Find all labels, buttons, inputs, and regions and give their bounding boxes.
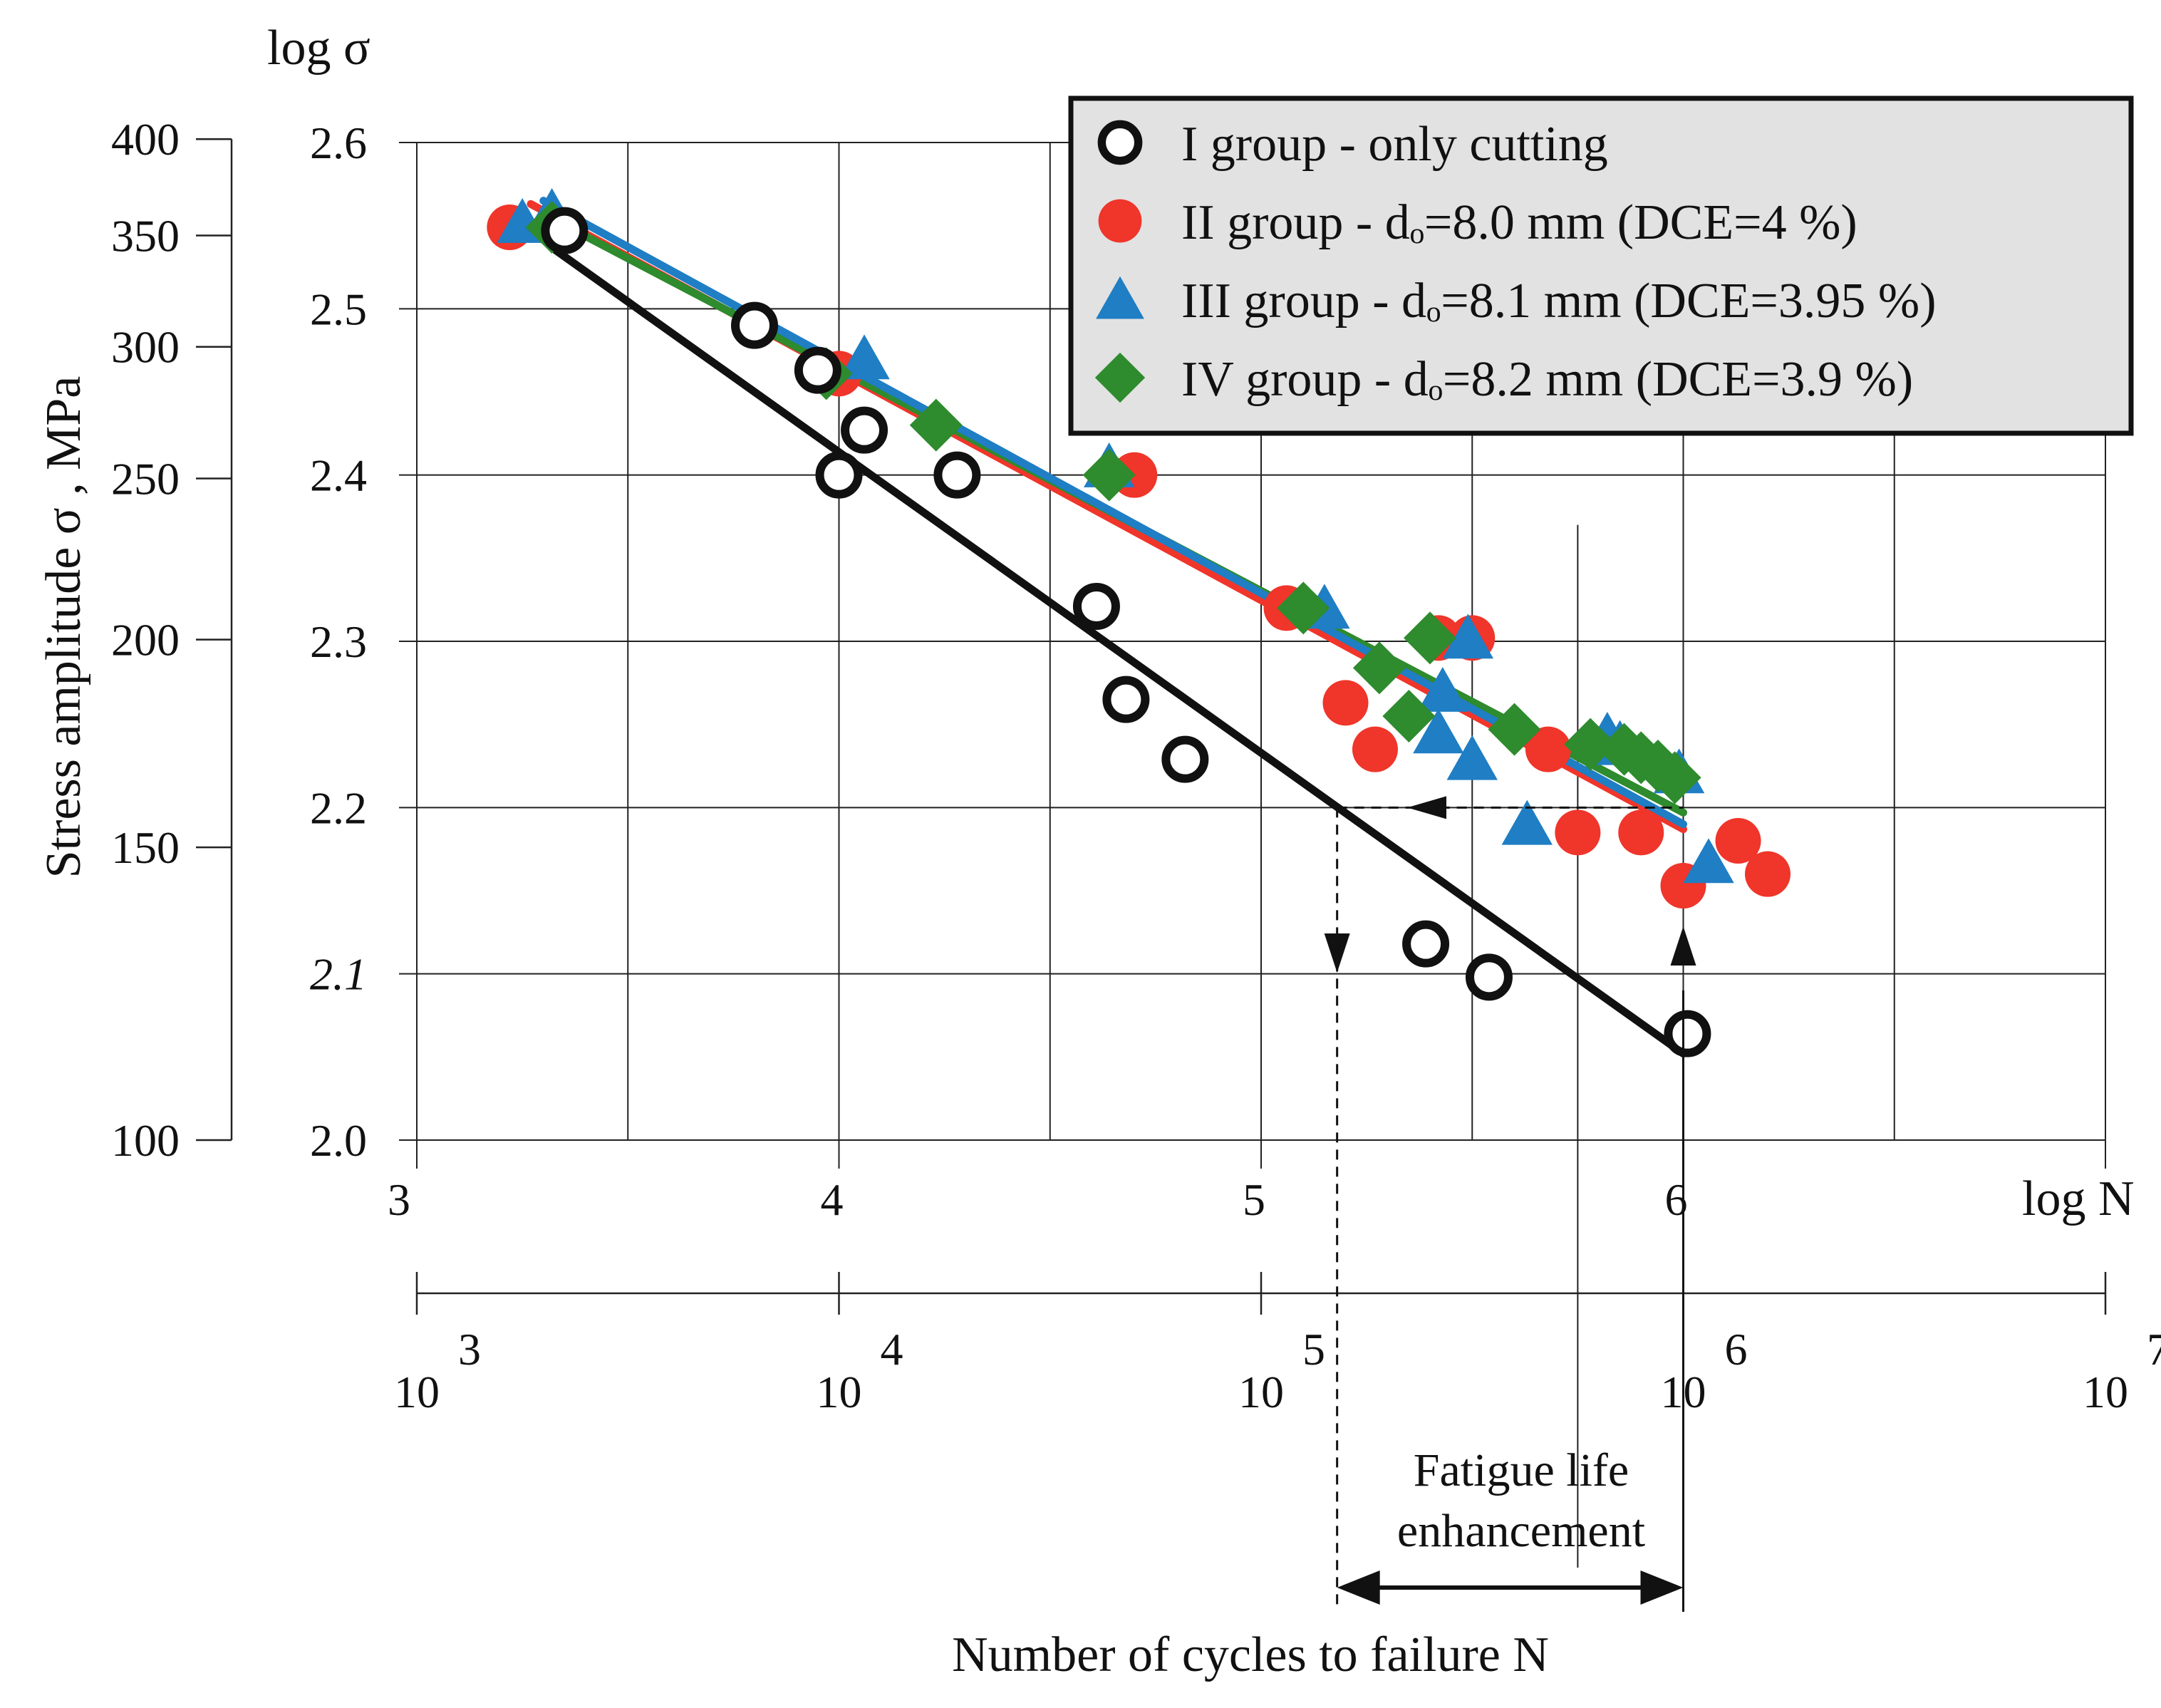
fit-line-group-3 [539, 197, 1687, 829]
data-point-group-1 [815, 451, 863, 499]
decade-tick-exponent: 4 [881, 1324, 903, 1375]
data-point-group-2 [1745, 851, 1791, 897]
decade-tick-base: 10 [2083, 1367, 2128, 1417]
x-tick-label-log: 3 [388, 1174, 410, 1225]
y-tick-label-log: 2.6 [310, 118, 367, 168]
y-tick-label-log: 2.4 [310, 450, 367, 501]
data-point-group-1 [1402, 920, 1450, 968]
data-point-group-4 [1564, 718, 1617, 771]
data-point-group-1 [1465, 953, 1513, 1001]
data-point-group-4 [909, 398, 963, 452]
legend-symbol-group-3 [1096, 276, 1144, 319]
legend-symbols [1094, 120, 1146, 403]
data-points [487, 188, 1791, 1057]
mpa-tick-label: 200 [111, 615, 180, 666]
annotation-line-1: Fatigue life [1414, 1444, 1629, 1496]
x-tick-label-log: 5 [1243, 1174, 1265, 1225]
mpa-tick-label: 250 [111, 453, 180, 504]
data-point-group-3 [1446, 735, 1498, 780]
data-point-group-3 [1683, 838, 1734, 884]
arrow-left-head [1407, 796, 1446, 819]
data-point-group-1 [731, 301, 778, 349]
data-point-group-4 [1382, 690, 1436, 742]
y-axis-title: Stress amplitude σ , MPa [36, 376, 91, 879]
data-point-group-3 [1413, 708, 1464, 754]
data-point-group-4 [1404, 611, 1456, 665]
data-point-group-2 [1555, 809, 1601, 856]
log-n-label: log N [2022, 1171, 2135, 1226]
y-tick-label-log: 2.0 [310, 1115, 367, 1166]
log-sigma-label: log σ [267, 21, 370, 76]
decade-tick-exponent: 7 [2147, 1324, 2161, 1375]
data-point-group-1 [541, 207, 589, 254]
arrow-up-head [1670, 926, 1696, 966]
data-point-group-4 [1277, 581, 1330, 635]
x-tick-label-log: 4 [821, 1174, 844, 1225]
decade-tick-exponent: 3 [458, 1324, 481, 1375]
annotation-line-2: enhancement [1397, 1505, 1645, 1557]
data-point-group-1 [1664, 1010, 1711, 1057]
legend-box [1068, 95, 2134, 436]
data-point-group-4 [1648, 751, 1701, 804]
mpa-tick-label: 350 [111, 211, 180, 262]
mpa-tick-label: 150 [111, 822, 180, 873]
fit-lines [527, 197, 1687, 1058]
data-point-group-2 [1715, 818, 1761, 864]
arrow-down-head [1324, 933, 1350, 973]
mpa-tick-label: 100 [111, 1115, 180, 1166]
legend-entry-group-1: I group - only cutting [1181, 117, 1608, 172]
data-point-group-4 [1082, 448, 1136, 502]
data-point-group-3 [839, 334, 890, 380]
y-tick-label-log: 2.3 [310, 616, 367, 667]
legend-symbol-group-1 [1097, 120, 1143, 165]
data-point-group-2 [1525, 726, 1571, 772]
decade-tick-base: 10 [1238, 1367, 1284, 1417]
decade-tick-exponent: 5 [1302, 1324, 1325, 1375]
enhancement-arrow-left [1337, 1570, 1380, 1605]
y-tick-label-log: 2.2 [310, 782, 367, 833]
data-point-group-1 [1161, 735, 1209, 783]
data-point-group-2 [1618, 809, 1664, 856]
data-point-group-4 [1488, 703, 1541, 756]
y-tick-label-log: 2.1 [310, 949, 367, 1000]
legend-entry-group-2: II group - dₒ=8.0 mm (DCE=4 %) [1181, 195, 1857, 250]
y-tick-label-log: 2.5 [310, 284, 367, 334]
data-point-group-2 [1352, 726, 1398, 772]
decade-tick-base: 10 [394, 1367, 440, 1417]
data-point-group-3 [1417, 667, 1468, 712]
data-point-group-1 [933, 451, 981, 499]
data-point-group-1 [1102, 676, 1150, 723]
legend-symbol-group-2 [1098, 199, 1142, 243]
mpa-tick-label: 400 [111, 114, 180, 165]
mpa-tick-label: 300 [111, 322, 180, 373]
data-point-group-3 [1442, 614, 1494, 659]
axes: 2.6 2.5 2.4 2.3 2.2 2.1 2.0 400 350 300 250 200 150 1… [111, 114, 2161, 1417]
fit-line-group-1 [552, 247, 1687, 1058]
legend-entry-group-4: IV group - dₒ=8.2 mm (DCE=3.9 %) [1181, 352, 1913, 407]
fatigue-annotation [1324, 796, 1696, 1612]
enhancement-arrow-right [1640, 1570, 1684, 1605]
data-point-group-4 [1352, 641, 1406, 695]
decade-tick-base: 10 [817, 1367, 862, 1417]
data-point-group-1 [794, 346, 841, 394]
legend-symbol-group-4 [1094, 352, 1146, 403]
legend-entry-group-3: III group - dₒ=8.1 mm (DCE=3.95 %) [1181, 274, 1937, 328]
legend: I group - only cutting II group - dₒ=8.0… [1068, 95, 2134, 436]
data-point-group-2 [1322, 680, 1369, 726]
data-point-group-1 [841, 406, 888, 454]
data-point-group-1 [1072, 583, 1120, 630]
data-point-group-3 [1501, 799, 1553, 845]
x-axis-title: Number of cycles to failure N [952, 1627, 1549, 1682]
decade-tick-exponent: 6 [1725, 1324, 1748, 1375]
